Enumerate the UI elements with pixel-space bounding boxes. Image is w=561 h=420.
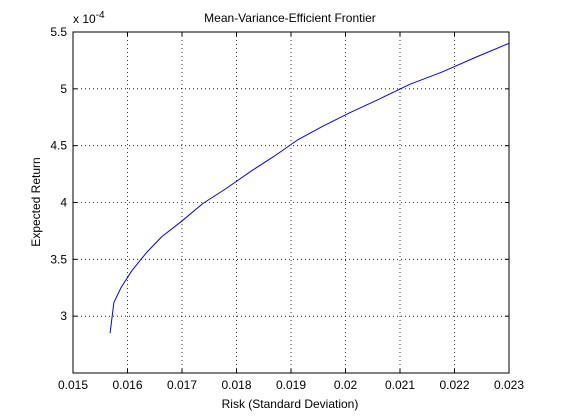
y-exponent-label: x 10-4 [73,10,105,26]
y-tick-label: 4 [60,196,67,210]
x-tick-label: 0.016 [112,378,142,392]
x-axis-label: Risk (Standard Deviation) [222,397,359,411]
x-tick-label: 0.023 [494,378,524,392]
y-exponent-power: -4 [96,10,105,21]
x-tick-label: 0.018 [221,378,251,392]
y-tick-label: 3 [60,309,67,323]
series-layer [109,42,510,334]
y-tick-label: 3.5 [50,252,67,266]
x-tick-label: 0.022 [439,378,469,392]
x-tick-label: 0.017 [167,378,197,392]
y-tick-label: 5.5 [50,25,67,39]
frontier-line [109,42,510,334]
x-tick-label: 0.015 [58,378,88,392]
axis-ticks [72,31,510,373]
plot-area [73,32,509,373]
grid-lines [73,32,509,373]
x-tick-label: 0.02 [334,378,358,392]
y-tick-label: 4.5 [50,139,67,153]
chart-title: Mean-Variance-Efficient Frontier [204,11,376,25]
x-tick-label: 0.019 [276,378,306,392]
y-tick-label: 5 [60,82,67,96]
x-tick-label: 0.021 [385,378,415,392]
y-axis-label: Expected Return [29,157,43,246]
y-exponent-base: x 10 [73,12,96,26]
